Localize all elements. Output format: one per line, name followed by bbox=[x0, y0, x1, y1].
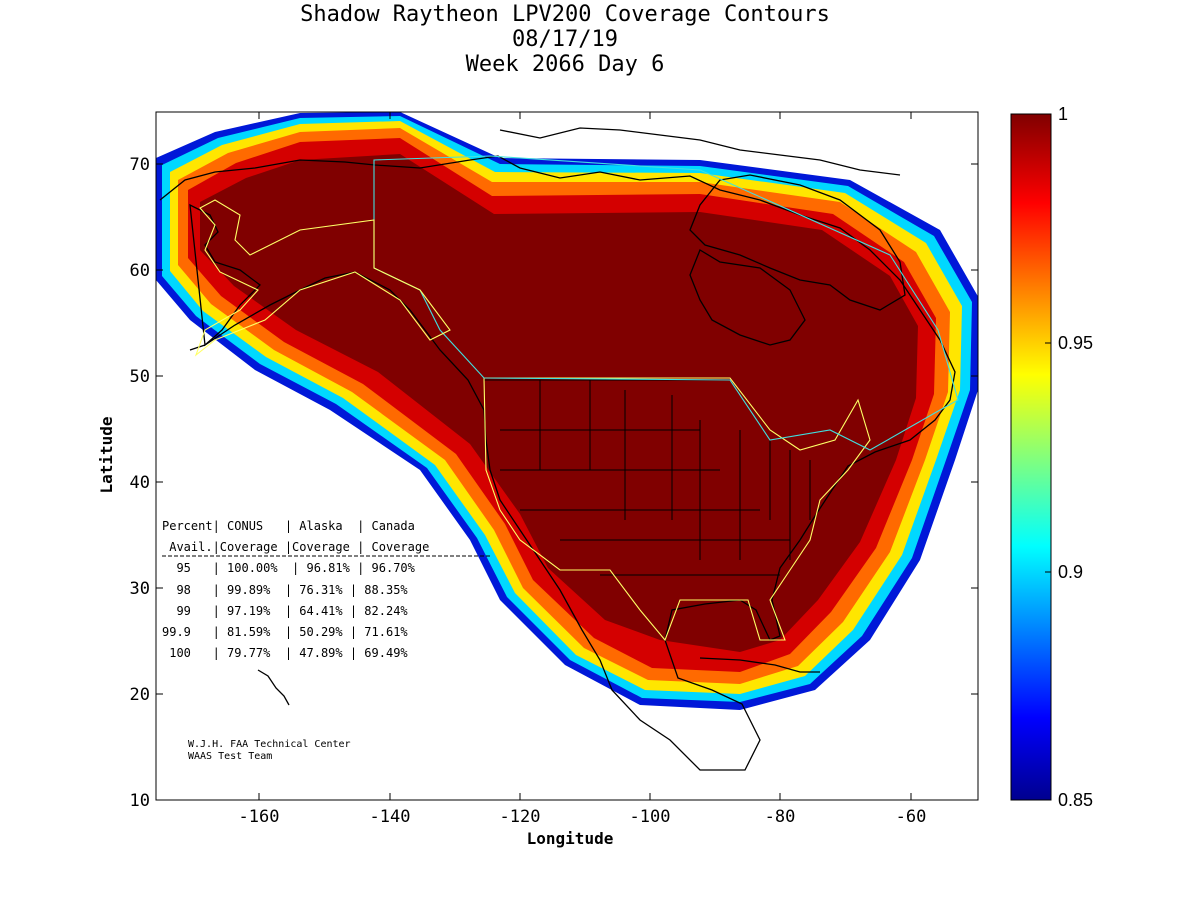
colorbar-tick-label: 0.95 bbox=[1058, 333, 1093, 353]
y-tick-label: 70 bbox=[130, 155, 150, 175]
availability-table: Percent| CONUS | Alaska | Canada Avail.|… bbox=[162, 519, 490, 660]
x-tick-label: -100 bbox=[630, 807, 671, 827]
table-row: 99.9 | 81.59% | 50.29% | 71.61% bbox=[162, 625, 408, 639]
coastline-hudson-bay bbox=[689, 249, 806, 346]
coastline-arctic-islands bbox=[499, 127, 901, 176]
y-tick-label: 60 bbox=[130, 261, 150, 281]
table-row: 99 | 97.19% | 64.41% | 82.24% bbox=[162, 604, 408, 618]
x-axis-label: Longitude bbox=[527, 829, 614, 848]
state-borders bbox=[484, 379, 811, 576]
coastline-cuba bbox=[699, 657, 820, 673]
table-row: 95 | 100.00% | 96.81% | 96.70% bbox=[162, 561, 416, 575]
colorbar-tick-label: 0.9 bbox=[1058, 562, 1083, 582]
coastline-hawaii bbox=[257, 669, 290, 706]
colorbar: 1 0.95 0.9 0.85 bbox=[1010, 104, 1093, 810]
colorbar-gradient bbox=[1010, 113, 1052, 801]
chart-title-line-3: Week 2066 Day 6 bbox=[465, 52, 665, 77]
conus-boundary bbox=[483, 377, 871, 642]
x-tick-label: -140 bbox=[370, 807, 411, 827]
x-tick-label: -80 bbox=[765, 807, 796, 827]
x-tick-label: -60 bbox=[896, 807, 927, 827]
chart-title-line-1: Shadow Raytheon LPV200 Coverage Contours bbox=[300, 2, 830, 27]
axis-tick-marks bbox=[156, 112, 978, 800]
coverage-contours bbox=[156, 112, 978, 710]
x-tick-label: -120 bbox=[500, 807, 541, 827]
coastline-greenland bbox=[689, 174, 906, 311]
colorbar-tick-label: 0.85 bbox=[1058, 790, 1093, 810]
y-tick-label: 10 bbox=[130, 791, 150, 811]
table-header-2: Avail.|Coverage |Coverage | Coverage bbox=[162, 540, 429, 554]
alaska-boundary bbox=[194, 199, 451, 357]
table-row: 98 | 99.89% | 76.31% | 88.35% bbox=[162, 583, 408, 597]
colorbar-tick-label: 1 bbox=[1058, 104, 1068, 124]
service-area-outlines bbox=[194, 155, 959, 642]
credit-line-2: WAAS Test Team bbox=[188, 751, 272, 762]
table-row: 100 | 79.77% | 47.89% | 69.49% bbox=[162, 646, 408, 660]
credit-line-1: W.J.H. FAA Technical Center bbox=[188, 739, 351, 750]
table-header-1: Percent| CONUS | Alaska | Canada bbox=[162, 519, 415, 533]
contour-band-dark-red bbox=[200, 154, 918, 652]
y-tick-label: 20 bbox=[130, 685, 150, 705]
x-tick-label: -160 bbox=[239, 807, 280, 827]
y-tick-label: 30 bbox=[130, 579, 150, 599]
chart-title-line-2: 08/17/19 bbox=[512, 27, 618, 52]
y-tick-labels: 70 60 50 40 30 20 10 bbox=[130, 155, 150, 811]
y-tick-label: 50 bbox=[130, 367, 150, 387]
plot-frame bbox=[155, 111, 979, 801]
x-tick-labels: -160 -140 -120 -100 -80 -60 bbox=[239, 807, 927, 827]
canada-boundary bbox=[373, 155, 959, 451]
y-axis-label: Latitude bbox=[97, 416, 116, 493]
y-tick-label: 40 bbox=[130, 473, 150, 493]
